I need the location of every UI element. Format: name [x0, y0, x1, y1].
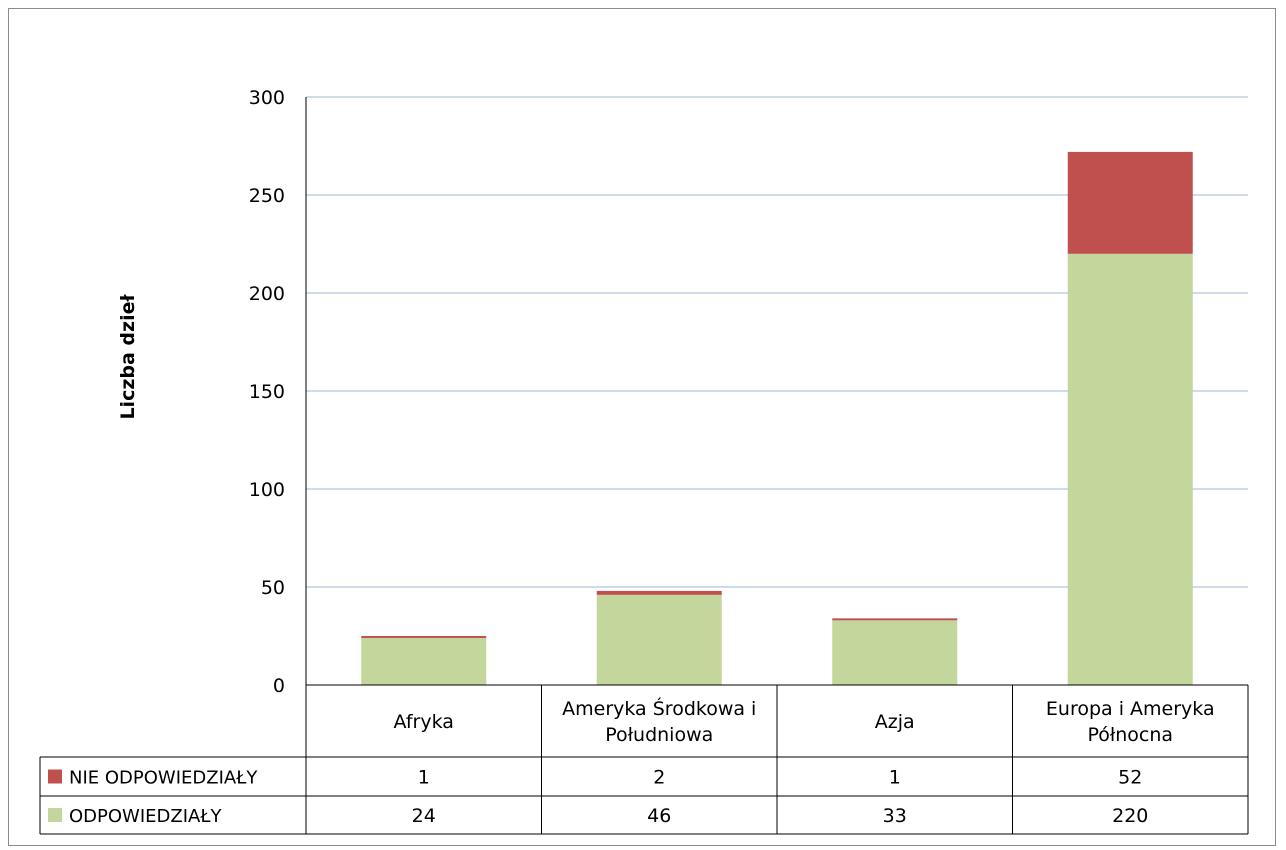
x-category-label: Południowa	[605, 724, 713, 746]
bar-segment	[361, 636, 487, 638]
x-category-label: Afryka	[394, 711, 454, 733]
x-category-label: Północna	[1087, 724, 1173, 746]
y-tick-label: 200	[249, 283, 285, 305]
data-table-value: 220	[1112, 805, 1148, 827]
data-table-value: 46	[647, 805, 671, 827]
legend-label: NIE ODPOWIEDZIAŁY	[69, 768, 258, 789]
bar-segment	[1067, 253, 1193, 686]
legend-swatch	[48, 769, 62, 784]
chart-frame	[8, 8, 1276, 846]
data-table-value: 1	[889, 767, 901, 789]
x-category-label: Ameryka Środkowa i	[562, 696, 756, 720]
data-table-value: 24	[412, 805, 436, 827]
bar-segment	[361, 637, 487, 685]
data-table-value: 2	[653, 767, 665, 789]
bar-segment	[832, 620, 958, 685]
y-tick-label: 250	[249, 185, 285, 207]
data-table-value: 52	[1118, 767, 1142, 789]
y-tick-label: 150	[249, 381, 285, 403]
y-tick-label: 100	[249, 479, 285, 501]
y-tick-label: 300	[249, 87, 285, 109]
bar-segment	[1067, 151, 1193, 254]
bar-segment	[596, 590, 722, 595]
x-category-label: Azja	[875, 711, 915, 733]
y-tick-label: 0	[273, 675, 285, 697]
bar-segment	[832, 618, 958, 621]
bar-segment	[596, 594, 722, 685]
data-table-value: 33	[883, 805, 907, 827]
legend-label: ODPOWIEDZIAŁY	[69, 806, 222, 827]
y-tick-label: 50	[261, 577, 285, 599]
x-category-label: Europa i Ameryka	[1046, 698, 1215, 720]
legend-swatch	[48, 808, 62, 822]
data-table-value: 1	[418, 767, 430, 789]
